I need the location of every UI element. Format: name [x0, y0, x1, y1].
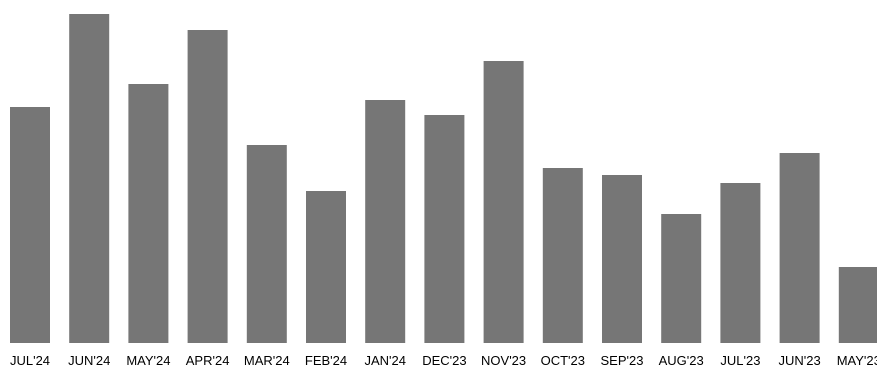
bar-feb24: [306, 191, 346, 343]
bar-apr24: [187, 30, 228, 343]
bar-may23: [838, 267, 877, 343]
x-tick-label: JAN'24: [364, 353, 406, 368]
bar-mar24: [246, 145, 287, 343]
bar-sep23: [602, 175, 642, 343]
bar-may24: [128, 84, 169, 343]
x-tick-label: AUG'23: [659, 353, 704, 368]
x-tick-label: MAY'23: [837, 353, 877, 368]
bar-jul23: [720, 183, 761, 343]
bar-jun23: [779, 153, 820, 343]
x-tick-label: JUL'23: [720, 353, 760, 368]
x-tick-label: OCT'23: [541, 353, 585, 368]
x-tick-label: JUL'24: [10, 353, 50, 368]
bar-oct23: [542, 168, 583, 343]
x-tick-label: MAR'24: [244, 353, 290, 368]
bar-nov23: [483, 61, 524, 343]
x-tick-label: NOV'23: [481, 353, 526, 368]
x-tick-label: JUN'24: [68, 353, 110, 368]
x-tick-label: FEB'24: [305, 353, 347, 368]
x-tick-label: JUN'23: [778, 353, 820, 368]
x-axis-labels: JUL'24 JUN'24 MAY'24 APR'24 MAR'24 FEB'24 JAN'…: [10, 353, 877, 368]
bar-dec23: [424, 115, 465, 343]
bar-jul24: [10, 107, 50, 343]
x-tick-label: APR'24: [186, 353, 230, 368]
x-tick-label: SEP'23: [601, 353, 644, 368]
bar-series: [10, 14, 877, 343]
x-tick-label: DEC'23: [422, 353, 466, 368]
x-tick-label: MAY'24: [126, 353, 170, 368]
bar-jan24: [365, 100, 406, 343]
bar-jun24: [69, 14, 110, 343]
bar-aug23: [661, 214, 702, 343]
